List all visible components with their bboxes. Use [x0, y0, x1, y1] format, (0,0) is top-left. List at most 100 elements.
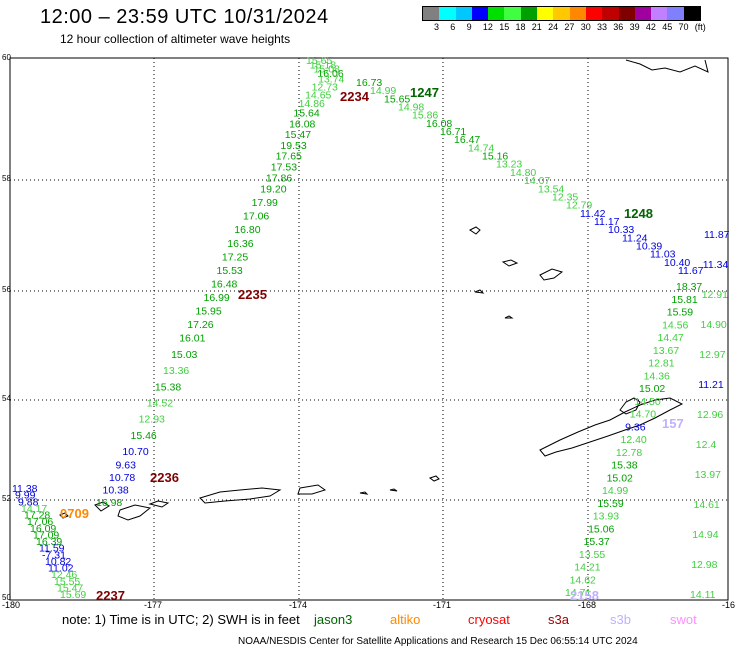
wave-height-value: 10.70: [122, 446, 148, 458]
wave-height-value: 16.39: [36, 536, 62, 548]
wave-height-value: 14.36: [644, 370, 670, 382]
lon-label: -16: [722, 600, 736, 610]
color-scale-label: 12: [482, 22, 493, 32]
wave-height-value: 15.69: [60, 589, 86, 601]
wave-height-value: 11.02: [48, 563, 74, 575]
wave-height-value: 19.53: [280, 140, 306, 152]
wave-height-value: 16.06: [317, 68, 343, 80]
legend-jason3: jason3: [314, 612, 353, 627]
wave-height-value: 16.08: [426, 118, 452, 130]
pass-time-label: 157: [662, 416, 684, 431]
color-swatch: [537, 7, 554, 20]
lat-label: 52: [2, 494, 11, 503]
color-scale-label: 3: [434, 22, 440, 32]
wave-height-value: 14.21: [574, 562, 600, 574]
wave-height-value: 15.37: [584, 536, 610, 548]
wave-height-value: 9.36: [625, 421, 646, 433]
pass-time-label: 2237: [96, 588, 125, 603]
wave-height-value: 14.47: [658, 332, 684, 344]
color-scale-label: 24: [548, 22, 559, 32]
wave-height-value: 12.93: [139, 414, 165, 426]
wave-height-value: 11.59: [39, 543, 65, 555]
wave-height-value: 17.26: [187, 319, 213, 331]
wave-height-value: 12.46: [51, 569, 77, 581]
wave-height-value: 14.86: [299, 98, 325, 110]
wave-height-value: 17.86: [266, 172, 292, 184]
color-scale-label: 39: [629, 22, 640, 32]
wave-height-value: 15.55: [54, 576, 80, 588]
color-scale: 3 6 9 12 15 18 21 24 27 30 33 36 39 42 45 70 (ft): [422, 6, 706, 32]
wave-height-value: 15.38: [611, 460, 637, 472]
wave-height-value: 14.98: [398, 102, 424, 114]
wave-height-value: 11.87: [704, 229, 730, 241]
pass-time-label: 1247: [410, 85, 439, 100]
lat-label: 50: [2, 593, 11, 602]
color-swatch: [471, 7, 489, 20]
wave-height-value: 12.97: [699, 349, 725, 361]
color-scale-label: 33: [597, 22, 608, 32]
wave-height-value: 17.25: [222, 251, 248, 263]
pass-time-label: 2235: [238, 287, 267, 302]
wave-height-value: 11.67: [678, 265, 704, 277]
wave-height-value: 13.23: [496, 159, 522, 171]
color-scale-label: 18: [515, 22, 526, 32]
wave-height-value: 19.20: [260, 184, 286, 196]
color-swatch: [585, 7, 603, 20]
color-swatch: [569, 7, 586, 20]
coastline: [59, 59, 709, 521]
wave-height-value: 13.97: [695, 469, 721, 481]
wave-height-value: 9.63: [116, 460, 137, 472]
wave-height-value: 14.50: [634, 396, 660, 408]
lon-label: -177: [144, 600, 163, 610]
wave-height-value: 15.03: [171, 349, 197, 361]
wave-height-value: 14.99: [602, 485, 628, 497]
wave-height-value: 10.82: [45, 556, 71, 568]
color-swatch: [455, 7, 472, 20]
wave-height-value: 18.37: [676, 281, 702, 293]
wave-height-value: 14.74: [468, 142, 494, 154]
wave-height-value: 14.56: [662, 319, 688, 331]
legend-swot: swot: [670, 612, 697, 627]
color-scale-label: (ft): [694, 22, 706, 32]
wave-height-value: 13.74: [318, 73, 344, 85]
wave-height-value: 12.4: [696, 439, 717, 451]
legend-s3b: s3b: [610, 612, 631, 627]
wave-height-value: 16.09: [30, 523, 56, 535]
pass-time-label: 2236: [150, 470, 179, 485]
wave-height-value: 15.47: [57, 582, 83, 594]
wave-height-value: 17.06: [243, 211, 269, 223]
wave-height-value: 14.90: [701, 319, 727, 331]
wave-height-value: 16.73: [356, 77, 382, 89]
color-scale-label: 36: [613, 22, 624, 32]
lat-label: 56: [2, 285, 11, 294]
wave-height-value: 12.98: [691, 559, 717, 571]
lat-label: 58: [2, 174, 11, 183]
lon-label: -171: [433, 600, 452, 610]
color-scale-label: 30: [580, 22, 591, 32]
wave-height-value: 17.06: [27, 516, 53, 528]
wave-height-value: 15.02: [639, 383, 665, 395]
color-swatch: [423, 7, 440, 20]
wave-height-value: 14.71: [565, 587, 591, 599]
wave-height-value: 10.39: [636, 241, 662, 253]
wave-height-value: 15.95: [195, 305, 221, 317]
wave-height-value: 15.08: [314, 64, 340, 76]
color-swatch: [488, 7, 505, 20]
wave-height-value: 17.53: [271, 162, 297, 174]
wave-height-value: 13.36: [163, 365, 189, 377]
lat-label: 54: [2, 394, 11, 403]
wave-height-value: 15.06: [588, 523, 614, 535]
color-scale-label: 45: [662, 22, 673, 32]
legend-s3a: s3a: [548, 612, 569, 627]
wave-height-value: 15.02: [607, 472, 633, 484]
color-scale-label: 27: [564, 22, 575, 32]
wave-height-value: 13.54: [538, 183, 564, 195]
wave-height-value: 15.46: [131, 430, 157, 442]
track-labels: 15.6515.1815.0816.0613.7412.7314.6514.86…: [12, 55, 730, 603]
wave-height-value: 9.99: [15, 490, 36, 502]
pass-time-label: 2234: [340, 89, 370, 104]
wave-height-value: 14.62: [570, 574, 596, 586]
wave-height-value: 16.98: [96, 497, 122, 509]
wave-height-value: 12.35: [552, 191, 578, 203]
